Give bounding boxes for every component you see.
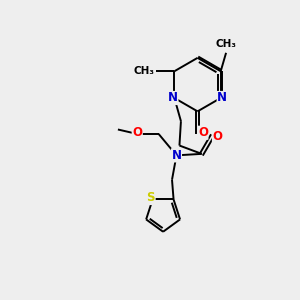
Text: O: O <box>212 130 223 142</box>
Text: O: O <box>132 126 142 139</box>
Text: N: N <box>168 92 178 104</box>
Text: CH₃: CH₃ <box>216 39 237 49</box>
Text: O: O <box>198 126 208 139</box>
Text: CH₃: CH₃ <box>134 66 154 76</box>
Text: N: N <box>217 92 227 104</box>
Text: N: N <box>172 149 182 162</box>
Text: S: S <box>147 191 155 205</box>
